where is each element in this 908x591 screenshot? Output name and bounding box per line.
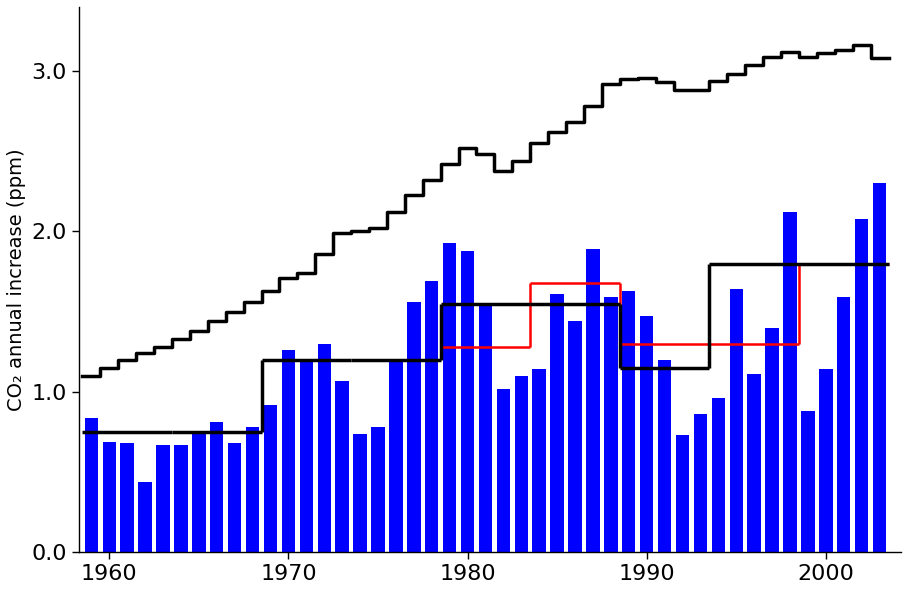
Bar [156,445,170,552]
Bar [729,289,743,552]
Bar [407,302,420,552]
Bar [712,398,725,552]
Bar [855,219,868,552]
Bar [318,344,331,552]
Bar [263,405,277,552]
Bar [479,306,492,552]
Bar [281,350,295,552]
Bar [228,443,242,552]
Bar [550,294,564,552]
Bar [622,291,636,552]
Bar [801,411,814,552]
Bar [676,435,689,552]
Bar [587,249,599,552]
Y-axis label: CO₂ annual increase (ppm): CO₂ annual increase (ppm) [7,148,26,411]
Bar [103,441,116,552]
Bar [873,183,886,552]
Bar [747,374,761,552]
Bar [694,414,707,552]
Bar [532,369,546,552]
Bar [210,423,223,552]
Bar [604,297,617,552]
Bar [246,427,260,552]
Bar [443,243,457,552]
Bar [353,434,367,552]
Bar [515,376,528,552]
Bar [640,317,654,552]
Bar [784,212,796,552]
Bar [121,443,133,552]
Bar [765,328,779,552]
Bar [497,389,510,552]
Bar [568,322,582,552]
Bar [192,434,205,552]
Bar [174,445,188,552]
Bar [425,281,439,552]
Bar [819,369,833,552]
Bar [837,297,851,552]
Bar [335,381,349,552]
Bar [461,251,474,552]
Bar [84,417,98,552]
Bar [658,360,671,552]
Bar [371,427,385,552]
Bar [138,482,152,552]
Bar [390,361,402,552]
Bar [300,360,313,552]
